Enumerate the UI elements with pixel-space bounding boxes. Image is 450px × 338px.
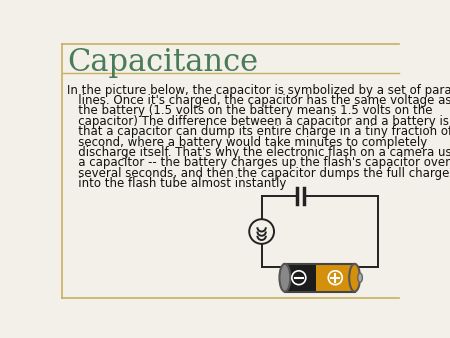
Text: the battery (1.5 volts on the battery means 1.5 volts on the: the battery (1.5 volts on the battery me… xyxy=(67,104,432,118)
Text: In the picture below, the capacitor is symbolized by a set of parallel: In the picture below, the capacitor is s… xyxy=(67,84,450,97)
Text: into the flash tube almost instantly: into the flash tube almost instantly xyxy=(67,177,287,190)
Text: that a capacitor can dump its entire charge in a tiny fraction of a: that a capacitor can dump its entire cha… xyxy=(67,125,450,138)
Polygon shape xyxy=(285,264,316,292)
Polygon shape xyxy=(316,264,355,292)
Ellipse shape xyxy=(279,264,290,292)
Text: Capacitance: Capacitance xyxy=(67,47,258,78)
Ellipse shape xyxy=(349,264,360,292)
Text: lines. Once it's charged, the capacitor has the same voltage as: lines. Once it's charged, the capacitor … xyxy=(67,94,450,107)
Text: second, where a battery would take minutes to completely: second, where a battery would take minut… xyxy=(67,136,428,149)
Text: discharge itself. That's why the electronic flash on a camera uses: discharge itself. That's why the electro… xyxy=(67,146,450,159)
Text: several seconds, and then the capacitor dumps the full charge: several seconds, and then the capacitor … xyxy=(67,167,450,180)
Text: a capacitor -- the battery charges up the flash's capacitor over: a capacitor -- the battery charges up th… xyxy=(67,156,450,169)
Text: capacitor) The difference between a capacitor and a battery is: capacitor) The difference between a capa… xyxy=(67,115,449,128)
Ellipse shape xyxy=(358,273,362,282)
